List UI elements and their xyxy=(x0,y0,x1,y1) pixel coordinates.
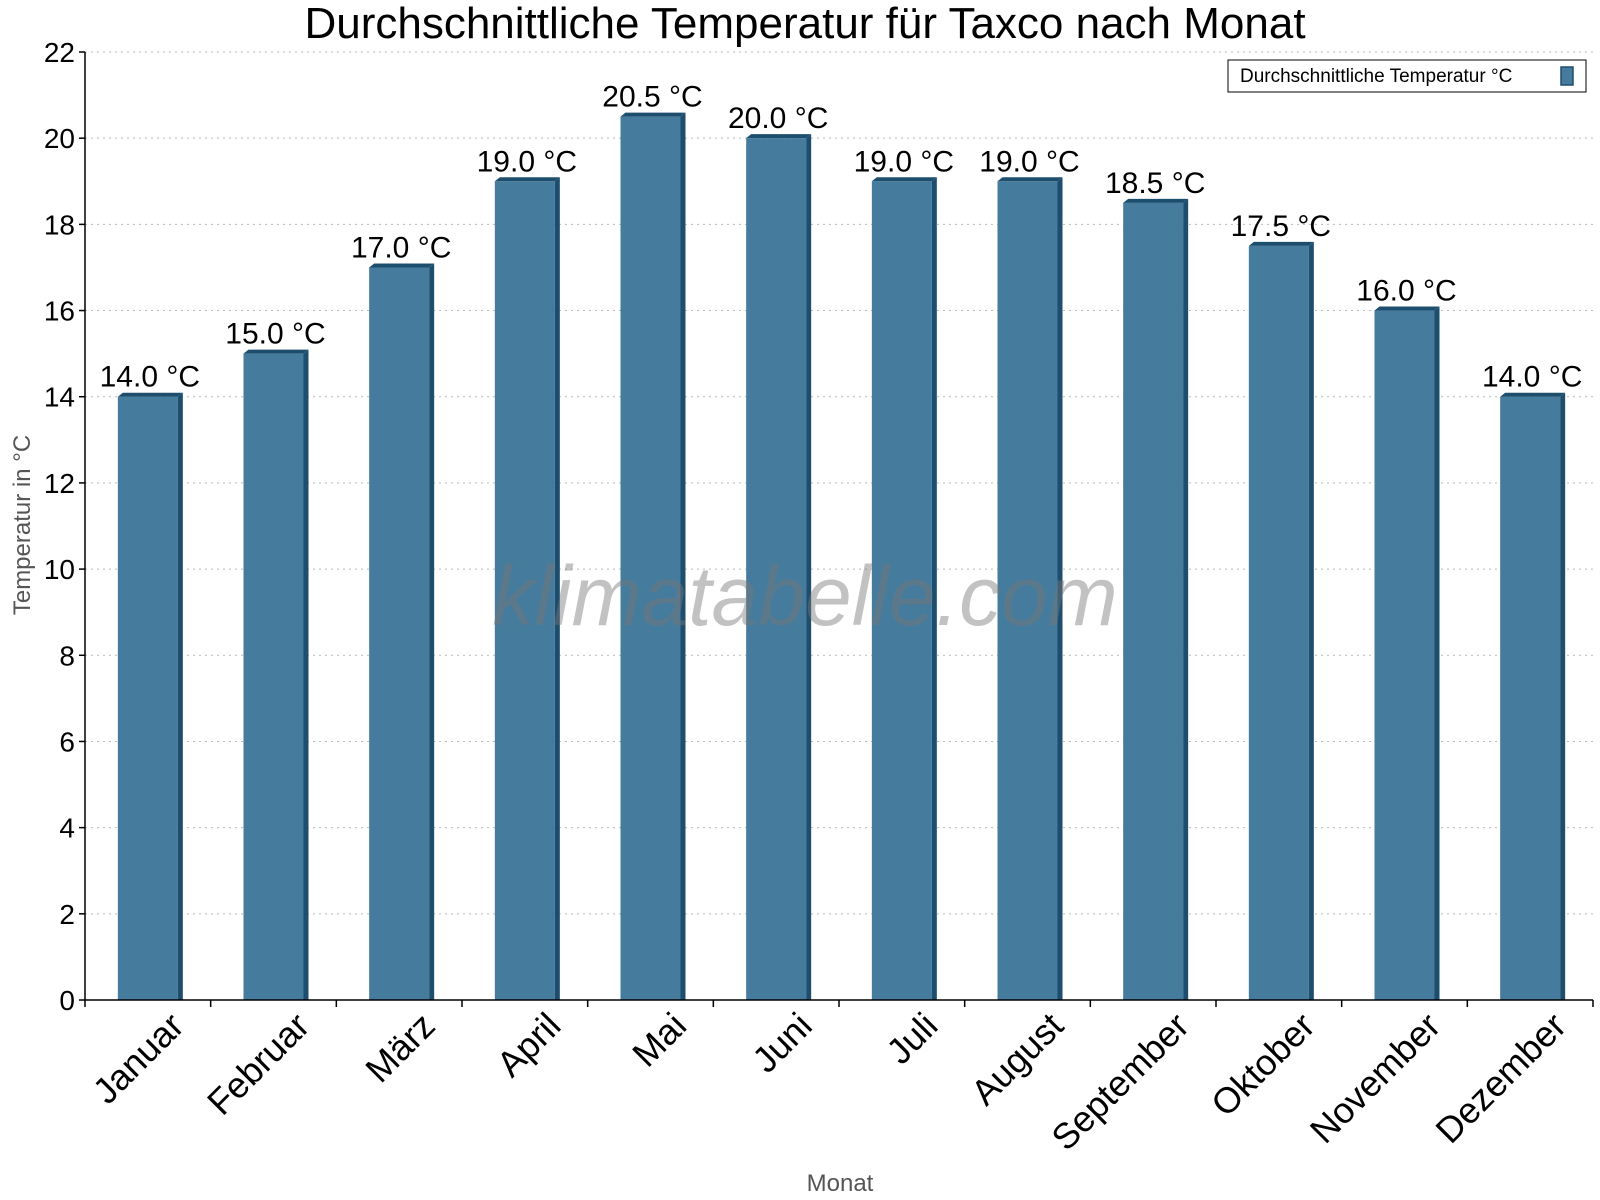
bar xyxy=(117,392,183,1000)
bar xyxy=(620,112,686,1001)
bar-face xyxy=(243,353,304,1000)
bar xyxy=(1374,306,1440,1001)
data-labels: 14.0 °C 15.0 °C 17.0 °C 19.0 °C 20.5 °C 20.0 … xyxy=(100,81,1583,394)
bar-face xyxy=(117,396,178,1000)
bar-side xyxy=(1308,241,1314,1001)
data-label: 14.0 °C xyxy=(1482,361,1582,394)
bar-side xyxy=(429,263,435,1000)
bar-face xyxy=(369,267,430,1000)
bar-side xyxy=(1183,198,1189,1000)
bar-face xyxy=(997,181,1058,1001)
x-tick-label: Dezember xyxy=(1427,1005,1573,1151)
bar-face xyxy=(871,181,932,1001)
bar xyxy=(1248,241,1314,1001)
bar xyxy=(871,177,937,1001)
chart-title: Durchschnittliche Temperatur für Taxco n… xyxy=(304,0,1305,48)
bar-top xyxy=(620,112,686,117)
y-tick-label: 2 xyxy=(59,899,75,930)
y-tick-label: 0 xyxy=(59,985,75,1016)
bar xyxy=(746,134,812,1000)
data-label: 19.0 °C xyxy=(477,145,577,178)
data-label: 14.0 °C xyxy=(100,361,200,394)
bar-top xyxy=(243,349,309,354)
x-tick-label: Juli xyxy=(878,1005,945,1072)
y-tick-label: 10 xyxy=(44,554,75,585)
gridlines xyxy=(85,51,1593,915)
bar-face xyxy=(1248,245,1309,1001)
bar-side xyxy=(554,177,560,1001)
data-label: 19.0 °C xyxy=(854,145,954,178)
y-axis-ticks: 0 2 4 6 8 10 12 14 16 18 20 22 xyxy=(44,37,85,1016)
x-tick-label: März xyxy=(357,1005,443,1091)
bar-side xyxy=(806,134,812,1000)
bar-side xyxy=(931,177,937,1001)
y-tick-label: 8 xyxy=(59,640,75,671)
bar-face xyxy=(1374,310,1435,1001)
data-label: 15.0 °C xyxy=(225,318,325,351)
data-label: 16.0 °C xyxy=(1356,275,1456,308)
x-tick-label: Februar xyxy=(199,1005,317,1123)
data-label: 20.5 °C xyxy=(602,81,702,114)
bar-top xyxy=(1500,392,1566,397)
bar-face xyxy=(1500,396,1561,1000)
x-tick-label: August xyxy=(963,1005,1071,1113)
bar-top xyxy=(117,392,183,397)
bar xyxy=(1500,392,1566,1000)
bar-side xyxy=(680,112,686,1001)
bar-face xyxy=(746,138,807,1000)
bar xyxy=(1123,198,1189,1000)
x-tick-label: Oktober xyxy=(1203,1005,1323,1125)
bar-top xyxy=(997,177,1063,182)
y-tick-label: 12 xyxy=(44,468,75,499)
bar-top xyxy=(871,177,937,182)
legend-box xyxy=(1227,59,1587,93)
bar-face xyxy=(620,116,681,1001)
x-tick-label: April xyxy=(489,1005,569,1085)
data-label: 18.5 °C xyxy=(1105,167,1205,200)
bar-top xyxy=(369,263,435,268)
bar-top xyxy=(494,177,560,182)
bar xyxy=(243,349,309,1000)
y-axis-title: Temperatur in °C xyxy=(9,435,36,615)
y-tick-label: 18 xyxy=(44,209,75,240)
bar-face xyxy=(494,181,555,1001)
legend-swatch xyxy=(1560,66,1574,86)
data-label: 19.0 °C xyxy=(979,145,1079,178)
data-label: 20.0 °C xyxy=(728,102,828,135)
bar-side xyxy=(177,392,183,1000)
data-label: 17.5 °C xyxy=(1231,210,1331,243)
bar-side xyxy=(1057,177,1063,1001)
x-tick-label: Januar xyxy=(85,1005,192,1112)
x-axis-ticks: Januar Februar März April Mai Juni Juli AugustS… xyxy=(84,1000,1594,1159)
x-axis-title: Monat xyxy=(807,1170,874,1197)
legend: Durchschnittliche Temperatur °C xyxy=(1227,59,1587,93)
bar-top xyxy=(1374,306,1440,311)
y-tick-label: 6 xyxy=(59,726,75,757)
x-tick-label: Mai xyxy=(624,1005,694,1075)
x-tick-label: November xyxy=(1302,1005,1448,1151)
bar xyxy=(997,177,1063,1001)
y-tick-label: 20 xyxy=(44,123,75,154)
y-tick-label: 14 xyxy=(44,382,75,413)
bar-side xyxy=(303,349,309,1000)
bar-top xyxy=(1123,198,1189,203)
watermark: klimatabelle.com xyxy=(492,549,1118,643)
bar-side xyxy=(1560,392,1566,1000)
bar-top xyxy=(1248,241,1314,246)
legend-label: Durchschnittliche Temperatur °C xyxy=(1240,66,1512,87)
bar-face xyxy=(1123,202,1184,1000)
bar-top xyxy=(746,134,812,139)
bar xyxy=(494,177,560,1001)
x-tick-label: Juni xyxy=(744,1005,820,1081)
bars xyxy=(117,112,1566,1001)
y-tick-label: 16 xyxy=(44,296,75,327)
y-tick-label: 4 xyxy=(59,813,75,844)
data-label: 17.0 °C xyxy=(351,231,451,264)
y-tick-label: 22 xyxy=(44,37,75,68)
bar-side xyxy=(1434,306,1440,1001)
x-tick-label: September xyxy=(1043,1005,1197,1159)
bar xyxy=(369,263,435,1000)
